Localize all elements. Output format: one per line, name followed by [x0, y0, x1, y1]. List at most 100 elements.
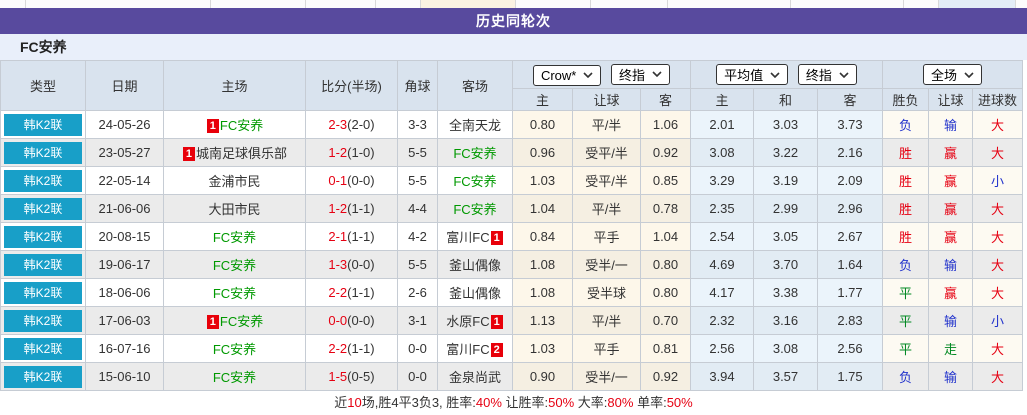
league-badge: 韩K2联 [4, 197, 82, 220]
summary-segment: 10 [347, 395, 362, 410]
team-name: FC安养 [453, 174, 497, 189]
cell-date: 22-05-14 [85, 166, 164, 195]
score-halftime: (1-0) [347, 145, 375, 160]
cell-avg-home-odds: 2.56 [690, 334, 754, 363]
summary-segment: 场,胜4平3负3, 胜率: [361, 395, 476, 410]
cell-avg-away-odds: 2.09 [817, 166, 883, 195]
cell-date: 16-07-16 [85, 334, 164, 363]
cell-home-team: FC安养 [163, 278, 306, 307]
team-name: 釜山偶像 [448, 258, 501, 273]
cell-avg-away-odds: 2.67 [817, 222, 883, 251]
top-strip-gridline [938, 0, 939, 8]
team-name: 富川FC [446, 230, 490, 245]
league-badge: 韩K2联 [4, 169, 82, 192]
top-strip-gridline [420, 0, 421, 8]
top-strip-gridline [305, 0, 306, 8]
top-strip-gridline [590, 0, 591, 8]
cell-result-handicap: 输 [928, 110, 973, 139]
team-name: FC安养 [453, 146, 497, 161]
team-name: 釜山偶像 [448, 286, 501, 301]
cell-home-team: 大田市民 [163, 194, 306, 223]
table-row: 韩K2联 18-06-06 FC安养 2-2(1-1) 2-6 釜山偶像 1.0… [0, 278, 1024, 307]
cell-crown-handicap: 平手 [572, 334, 641, 363]
team-name: FC安养 [212, 230, 257, 245]
score-halftime: (0-0) [347, 313, 375, 328]
cell-avg-away-odds: 2.96 [817, 194, 883, 223]
score-fulltime: 2-2 [328, 285, 348, 300]
score-halftime: (1-1) [347, 229, 375, 244]
chevron-down-icon [770, 71, 780, 78]
cell-crown-handicap: 受半球 [572, 278, 641, 307]
league-badge: 韩K2联 [4, 225, 82, 248]
cell-date: 21-06-06 [85, 194, 164, 223]
col-header-score: 比分(半场) [305, 60, 398, 111]
team-name: FC安养 [212, 342, 257, 357]
top-strip-gridline [903, 0, 904, 8]
score-halftime: (0-0) [347, 173, 375, 188]
cell-score: 1-2(1-1) [305, 194, 398, 223]
cell-away-team: FC安养 [437, 194, 513, 223]
cell-crown-away-odds: 0.81 [640, 334, 691, 363]
cell-home-team: 金浦市民 [163, 166, 306, 195]
top-strip-gridline [375, 0, 376, 8]
table-row: 韩K2联 21-06-06 大田市民 1-2(1-1) 4-4 FC安养 1.0… [0, 194, 1024, 223]
cell-crown-home-odds: 0.96 [512, 138, 573, 167]
cell-result-goals: 小 [971, 306, 1024, 335]
bookmaker-select[interactable]: Crow* [532, 64, 602, 86]
team-name: FC安养 [212, 286, 257, 301]
team-name: 富川FC [446, 342, 490, 357]
avg-stage-select[interactable]: 终指 [797, 64, 857, 85]
cell-league: 韩K2联 [0, 362, 86, 391]
col-header-avg-away: 客 [817, 88, 883, 111]
summary-line: 近10场,胜4平3负3, 胜率:40% 让胜率:50% 大率:80% 单率:50… [0, 391, 1027, 415]
cell-result-goals: 大 [971, 250, 1024, 279]
table-row: 韩K2联 19-06-17 FC安养 1-3(0-0) 5-5 釜山偶像 1.0… [0, 250, 1024, 279]
team-name: FC安养 [219, 118, 264, 133]
cell-score: 2-1(1-1) [305, 222, 398, 251]
cell-avg-draw-odds: 3.19 [753, 166, 818, 195]
cell-result-wdl: 胜 [882, 166, 929, 195]
summary-segment: 让胜率: [501, 395, 549, 410]
score-fulltime: 0-0 [328, 313, 348, 328]
cell-result-wdl: 胜 [882, 222, 929, 251]
cell-score: 1-2(1-0) [305, 138, 398, 167]
cell-date: 19-06-17 [85, 250, 164, 279]
odds-stage-select[interactable]: 终指 [611, 63, 671, 85]
cell-home-team: 1 FC安养 [163, 110, 306, 139]
chevron-down-icon [839, 71, 849, 78]
cell-away-team: 水原FC 1 [437, 306, 513, 335]
cell-home-team: FC安养 [163, 250, 306, 279]
cell-crown-away-odds: 0.92 [640, 138, 691, 167]
cell-result-wdl: 平 [882, 306, 929, 335]
average-select[interactable]: 平均值 [716, 64, 789, 85]
league-badge: 韩K2联 [4, 141, 82, 164]
score-fulltime: 0-1 [328, 173, 348, 188]
cell-crown-handicap: 平手 [572, 222, 641, 251]
table-row: 韩K2联 16-07-16 FC安养 2-2(1-1) 0-0 富川FC 2 1.… [0, 334, 1024, 363]
section-title: 历史同轮次 [476, 13, 551, 29]
cell-avg-away-odds: 2.56 [817, 334, 883, 363]
cell-league: 韩K2联 [0, 278, 86, 307]
cell-avg-away-odds: 1.77 [817, 278, 883, 307]
cell-away-team: 釜山偶像 [437, 278, 513, 307]
crown-odds-group-header: Crow* 终指 [512, 60, 691, 89]
cell-result-handicap: 走 [928, 334, 973, 363]
cell-score: 1-5(0-5) [305, 362, 398, 391]
col-header-crown-home: 主 [512, 88, 573, 111]
cell-crown-handicap: 受半/一 [572, 362, 641, 391]
score-fulltime: 2-3 [328, 117, 348, 132]
team-name: 水原FC [446, 314, 490, 329]
cell-corners: 4-2 [397, 222, 438, 251]
cell-home-team: 1 城南足球俱乐部 [163, 138, 306, 167]
full-match-group-header: 全场 [881, 60, 1024, 89]
cell-crown-away-odds: 1.06 [640, 110, 691, 139]
cell-crown-away-odds: 0.80 [640, 250, 691, 279]
period-select[interactable]: 全场 [923, 64, 983, 85]
cell-score: 2-2(1-1) [305, 278, 398, 307]
cell-result-wdl: 平 [882, 278, 929, 307]
score-halftime: (1-1) [347, 285, 375, 300]
cell-corners: 4-4 [397, 194, 438, 223]
cell-avg-home-odds: 3.29 [690, 166, 754, 195]
table-row: 韩K2联 20-08-15 FC安养 2-1(1-1) 4-2 富川FC 1 0.… [0, 222, 1024, 251]
